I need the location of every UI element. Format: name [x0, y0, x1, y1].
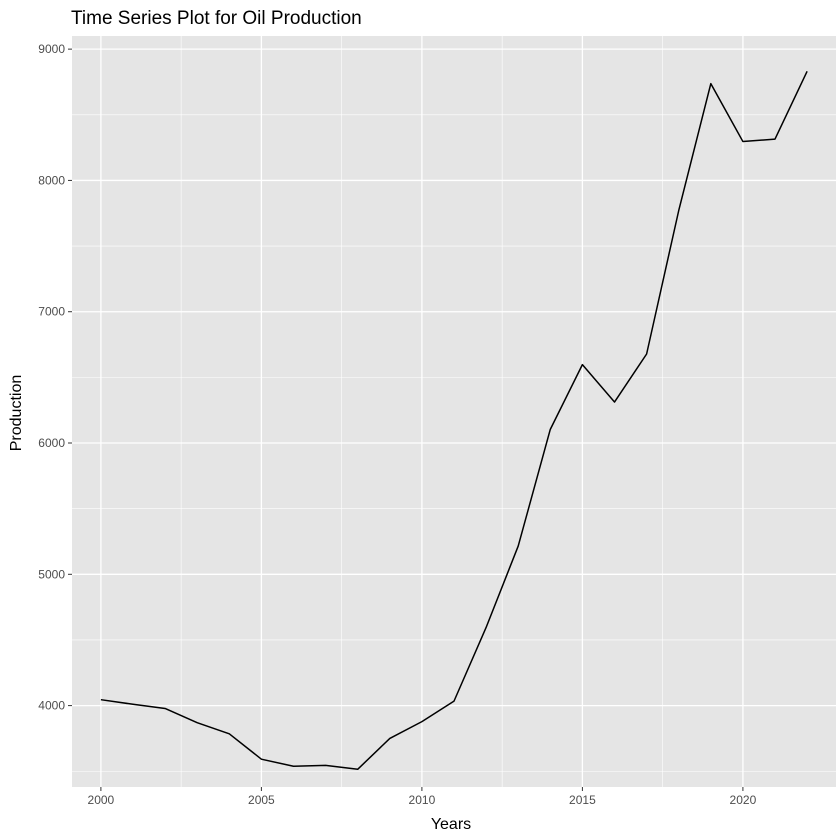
y-tick-label: 9000	[38, 42, 65, 56]
data-point	[260, 758, 262, 760]
x-axis-ticks: 2000 2005 2010 2015 2020	[88, 787, 757, 807]
x-tick-label: 2005	[248, 793, 275, 807]
major-gridlines	[72, 36, 836, 787]
x-axis-title: Years	[431, 816, 471, 833]
data-point	[646, 353, 648, 355]
data-point	[581, 364, 583, 366]
data-point	[806, 70, 808, 72]
y-tick-label: 4000	[38, 699, 65, 713]
data-point	[357, 768, 359, 770]
data-point	[292, 765, 294, 767]
data-point	[421, 721, 423, 723]
chart-title: Time Series Plot for Oil Production	[71, 8, 362, 29]
data-point	[389, 737, 391, 739]
y-tick-label: 8000	[38, 173, 65, 187]
y-axis-ticks: 4000 5000 6000 7000 8000 9000	[38, 42, 72, 713]
data-point	[517, 545, 519, 547]
plot-panel	[72, 36, 836, 787]
data-point	[196, 722, 198, 724]
data-point	[549, 428, 551, 430]
data-point	[485, 626, 487, 628]
x-tick-label: 2010	[409, 793, 436, 807]
data-point	[453, 700, 455, 702]
x-tick-label: 2020	[730, 793, 757, 807]
data-point	[742, 141, 744, 143]
data-point	[678, 210, 680, 212]
data-point	[614, 401, 616, 403]
series-line	[100, 70, 808, 771]
y-tick-label: 7000	[38, 305, 65, 319]
data-point	[325, 764, 327, 766]
x-tick-label: 2015	[569, 793, 596, 807]
series-layer	[100, 70, 808, 771]
y-tick-label: 6000	[38, 436, 65, 450]
y-axis-title: Production	[8, 375, 25, 452]
x-tick-label: 2000	[88, 793, 115, 807]
data-point	[164, 707, 166, 709]
data-point	[228, 733, 230, 735]
data-point	[100, 699, 102, 701]
data-point	[132, 703, 134, 705]
y-tick-label: 5000	[38, 567, 65, 581]
data-point	[774, 138, 776, 140]
data-point	[710, 83, 712, 85]
minor-gridlines	[72, 36, 836, 787]
